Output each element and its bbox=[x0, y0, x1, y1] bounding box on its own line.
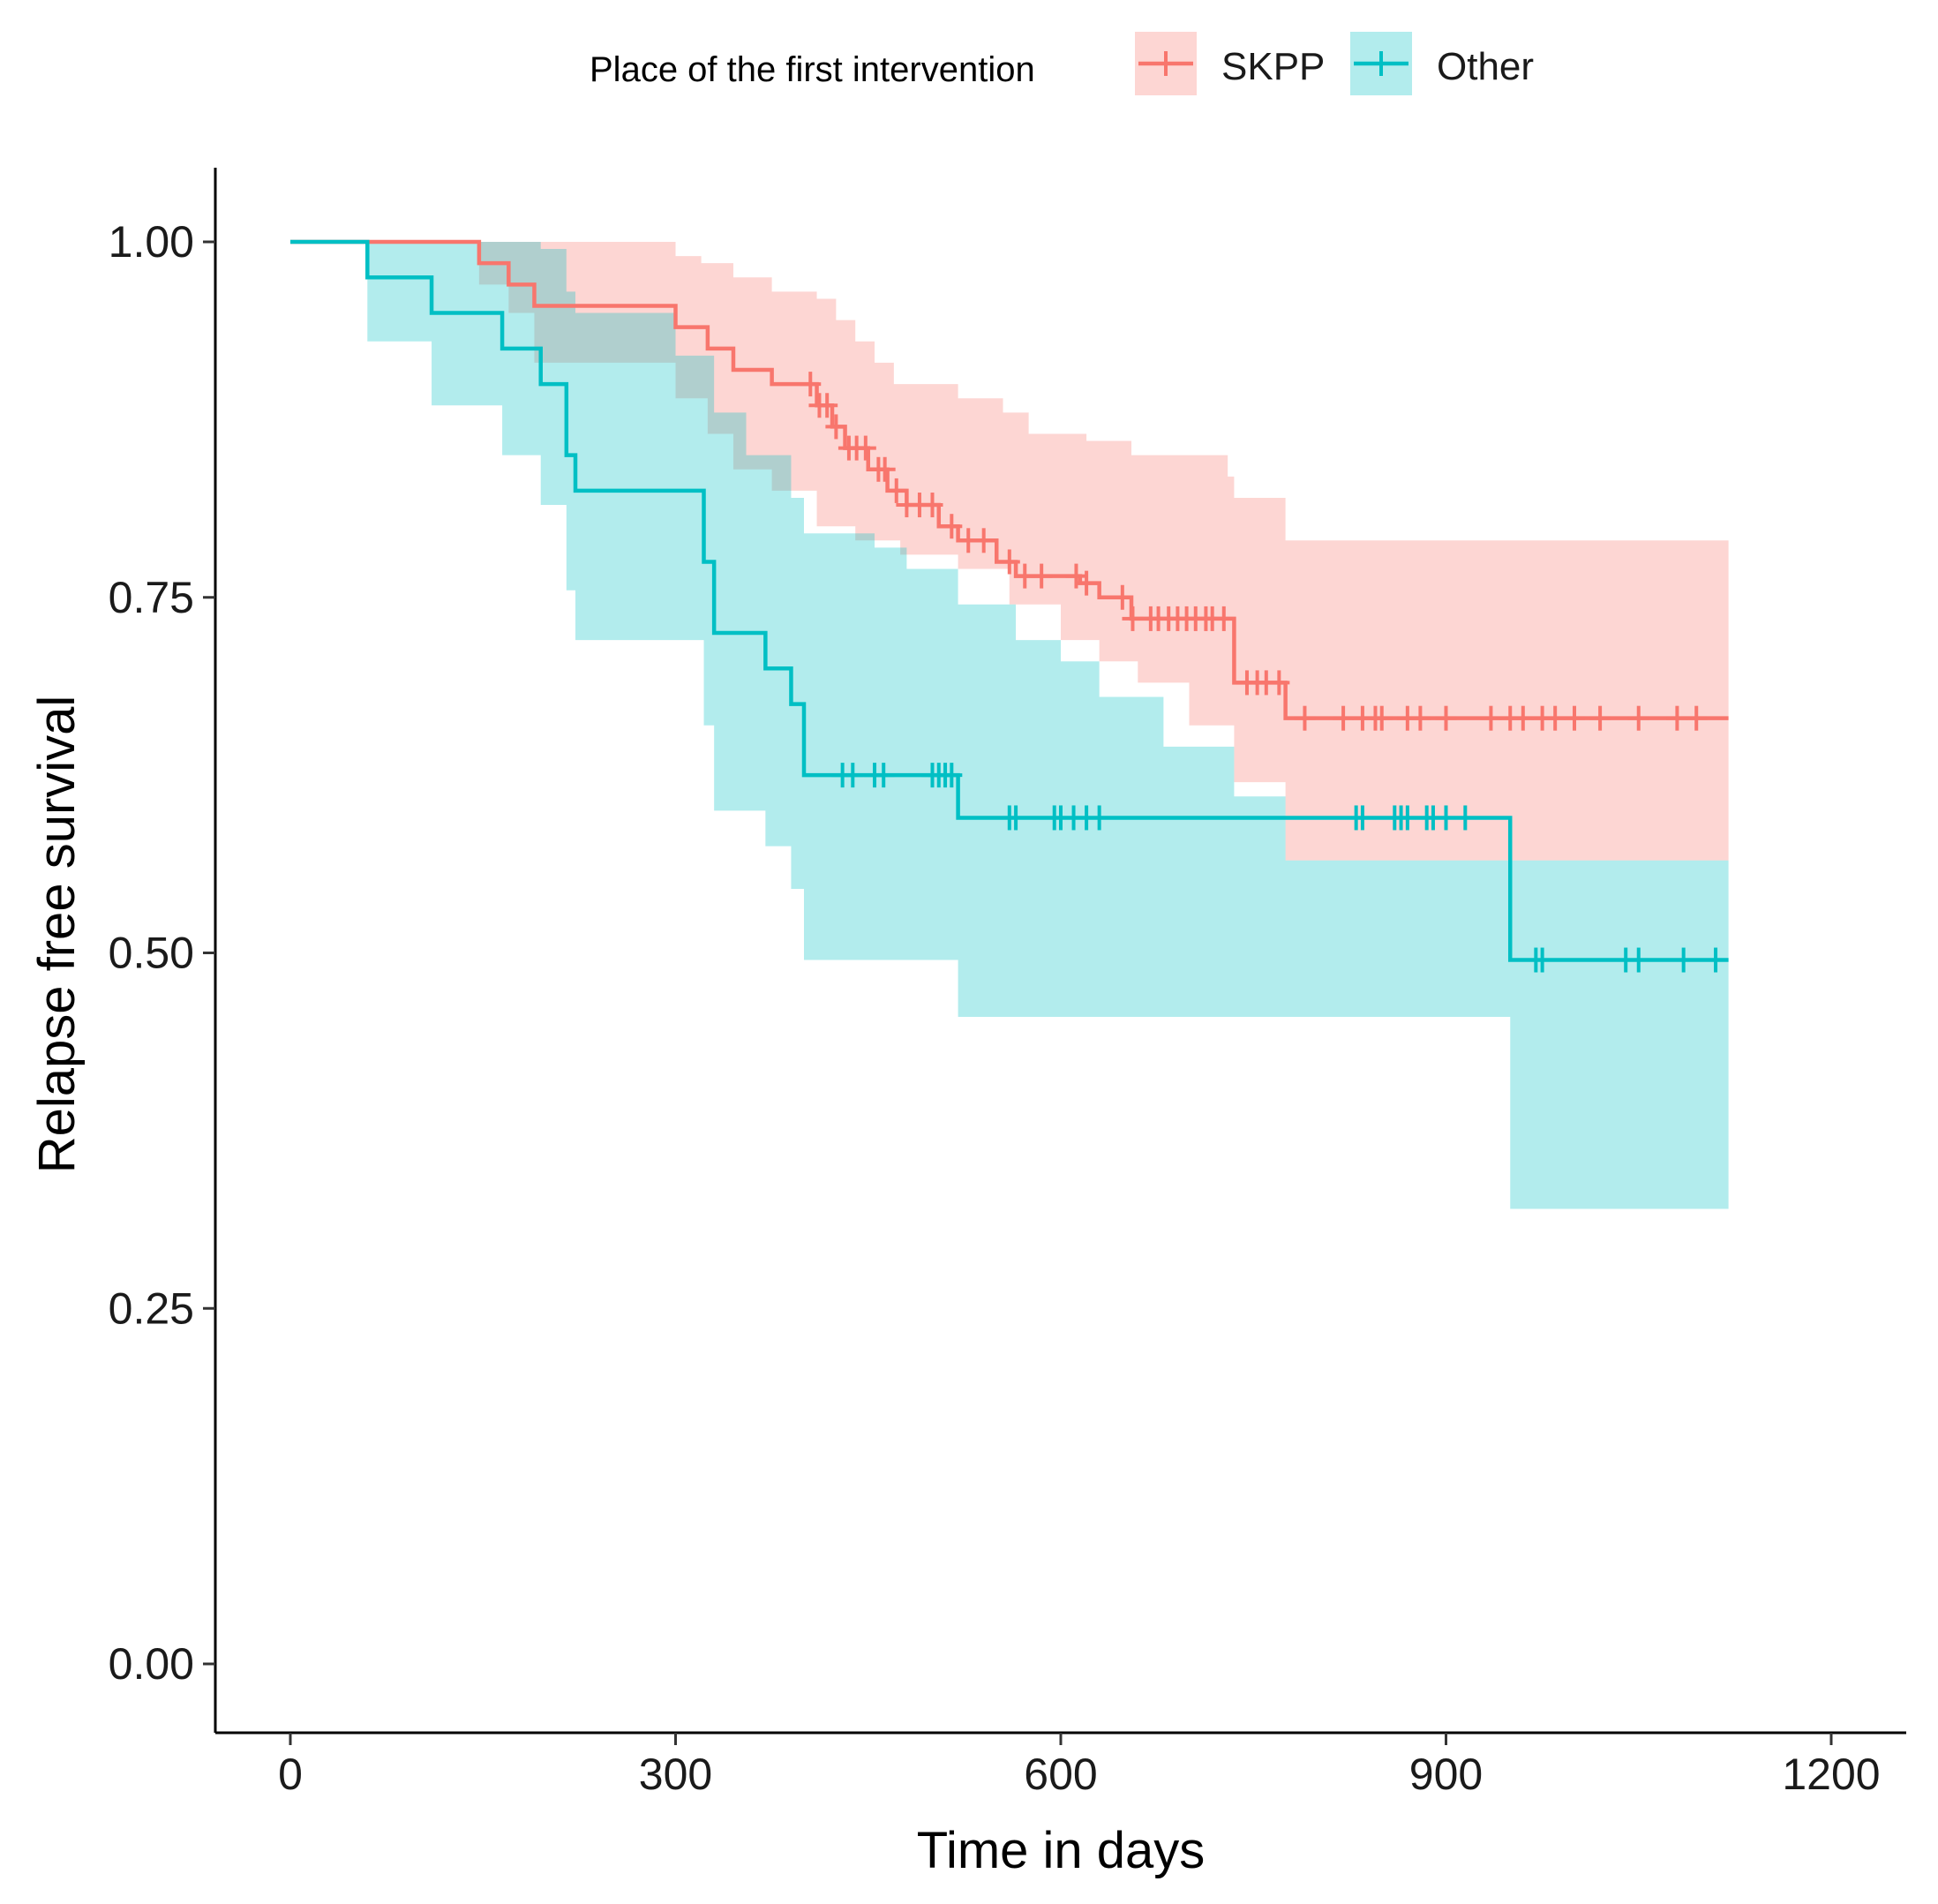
censor-mark-skpp bbox=[1627, 705, 1649, 731]
censor-mark-skpp bbox=[1589, 705, 1611, 731]
censor-mark-other bbox=[873, 763, 895, 788]
censor-mark-skpp bbox=[825, 414, 847, 440]
legend-label-skpp: SKPP bbox=[1221, 45, 1325, 88]
x-axis-title: Time in days bbox=[917, 1822, 1206, 1879]
censor-mark-skpp bbox=[998, 549, 1020, 575]
censor-mark-skpp bbox=[973, 528, 995, 553]
censor-mark-other bbox=[1672, 947, 1694, 973]
y-tick-label: 0.00 bbox=[109, 1639, 194, 1689]
x-tick-label: 300 bbox=[639, 1750, 712, 1799]
censor-mark-skpp bbox=[1409, 705, 1431, 731]
censor-mark-skpp bbox=[921, 493, 943, 518]
censor-mark-skpp bbox=[1435, 705, 1457, 731]
censor-mark-skpp bbox=[1213, 606, 1235, 631]
censor-mark-skpp bbox=[1666, 705, 1688, 731]
censor-mark-skpp bbox=[885, 478, 907, 503]
censor-mark-other bbox=[1705, 947, 1727, 973]
x-tick-label: 600 bbox=[1024, 1750, 1097, 1799]
censor-mark-skpp bbox=[1122, 606, 1144, 631]
x-tick-label: 1200 bbox=[1782, 1750, 1880, 1799]
censor-mark-other bbox=[1531, 947, 1553, 973]
censor-mark-other bbox=[1351, 805, 1373, 831]
censor-mark-other bbox=[1454, 805, 1476, 831]
censor-mark-skpp bbox=[1333, 705, 1355, 731]
legend-item-skpp: SKPP bbox=[1135, 32, 1325, 95]
censor-mark-skpp bbox=[800, 372, 822, 397]
censor-mark-other bbox=[1005, 805, 1027, 831]
censor-mark-other bbox=[941, 763, 963, 788]
censor-mark-skpp bbox=[816, 393, 838, 418]
legend-label-other: Other bbox=[1437, 45, 1534, 88]
censor-mark-skpp bbox=[1371, 705, 1393, 731]
censor-mark-skpp bbox=[854, 435, 876, 461]
y-tick-label: 1.00 bbox=[109, 217, 194, 267]
ci-band-other bbox=[290, 242, 1729, 1209]
censor-mark-skpp bbox=[1076, 570, 1098, 596]
x-tick-label: 900 bbox=[1409, 1750, 1483, 1799]
censor-mark-other bbox=[842, 763, 864, 788]
censor-mark-skpp bbox=[1544, 705, 1566, 731]
legend-items: SKPP Other bbox=[1135, 32, 1534, 95]
censor-mark-other bbox=[1396, 805, 1418, 831]
censor-mark-skpp bbox=[1564, 705, 1585, 731]
censor-marks bbox=[800, 372, 1727, 973]
censor-mark-skpp bbox=[941, 514, 963, 539]
censor-mark-other bbox=[1088, 805, 1110, 831]
y-tick-label: 0.50 bbox=[109, 929, 194, 978]
censor-mark-skpp bbox=[1686, 705, 1708, 731]
x-tick-label: 0 bbox=[278, 1750, 303, 1799]
censor-mark-skpp bbox=[1512, 705, 1534, 731]
legend: Place of the first intervention SKPP Othe… bbox=[590, 32, 1534, 95]
censor-mark-skpp bbox=[1268, 670, 1290, 696]
censor-mark-skpp bbox=[874, 456, 896, 482]
censor-mark-other bbox=[1435, 805, 1457, 831]
y-tick-label: 0.25 bbox=[109, 1283, 194, 1333]
y-axis-title: Relapse free survival bbox=[28, 696, 86, 1174]
censor-mark-skpp bbox=[1111, 584, 1133, 610]
y-tick-label: 0.75 bbox=[109, 573, 194, 622]
censor-mark-skpp bbox=[1294, 705, 1316, 731]
censor-mark-skpp bbox=[1031, 563, 1053, 589]
legend-title: Place of the first intervention bbox=[590, 50, 1035, 89]
axis-ticks: 0 300 600 900 1200 0.00 0.25 0.50 0.75 1.00 bbox=[109, 217, 1881, 1799]
censor-mark-skpp bbox=[1480, 705, 1502, 731]
confidence-bands bbox=[290, 242, 1729, 1209]
legend-item-other: Other bbox=[1350, 32, 1534, 95]
censor-mark-other bbox=[1627, 947, 1649, 973]
